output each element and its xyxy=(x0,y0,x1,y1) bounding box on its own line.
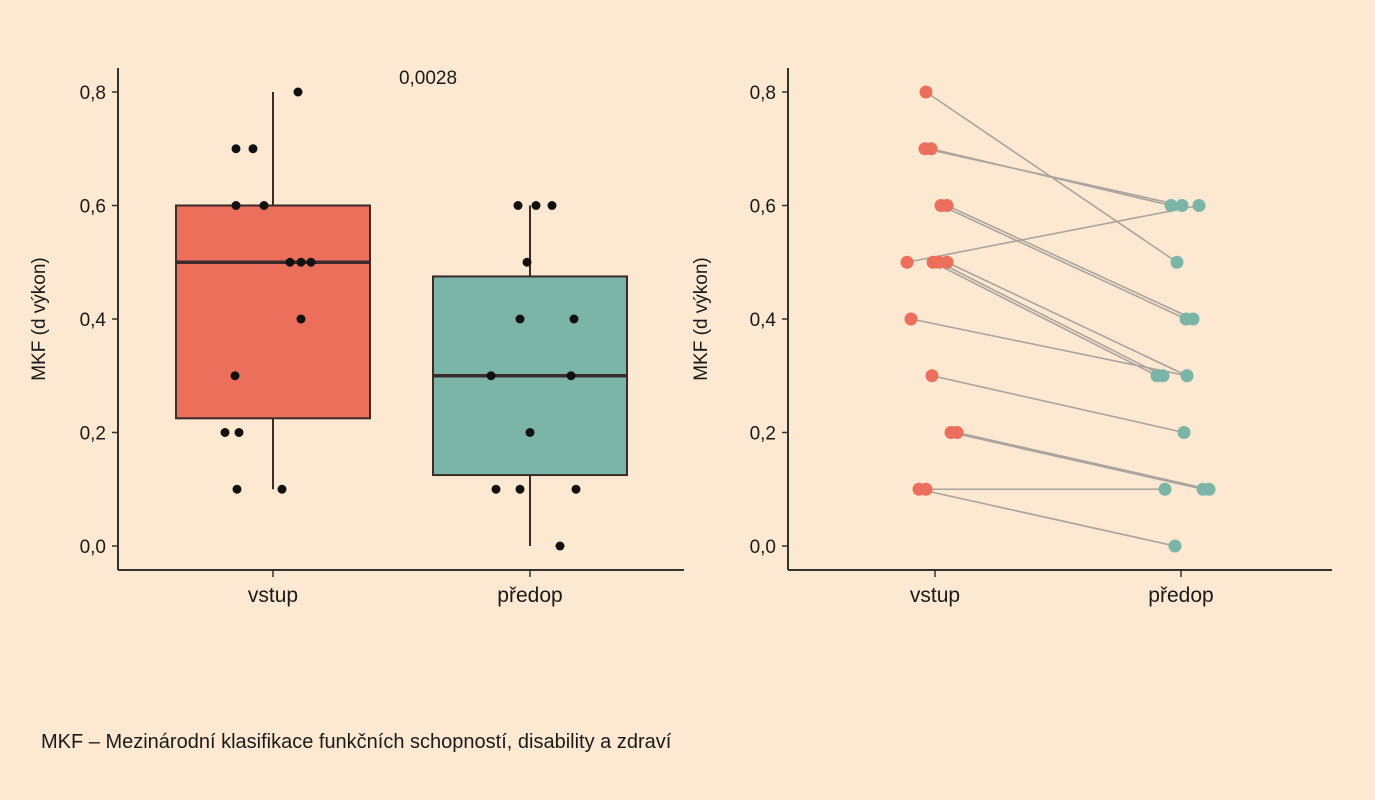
y-tick-label: 0,0 xyxy=(750,537,776,558)
x-category-label: předop xyxy=(497,584,562,607)
point-vstup xyxy=(904,312,918,326)
data-point xyxy=(296,314,306,324)
data-point xyxy=(571,484,581,494)
point-vstup xyxy=(900,255,914,269)
point-predop xyxy=(1168,539,1182,553)
point-predop xyxy=(1175,199,1189,212)
data-point xyxy=(306,257,316,267)
point-vstup xyxy=(940,255,954,269)
data-point xyxy=(296,257,306,267)
data-point xyxy=(259,201,269,210)
data-point xyxy=(248,144,258,154)
data-point xyxy=(513,201,523,210)
data-point xyxy=(491,484,501,494)
data-point xyxy=(547,201,557,210)
point-predop xyxy=(1156,369,1170,383)
pair-line xyxy=(946,261,1188,377)
point-predop xyxy=(1180,369,1194,383)
pair-line xyxy=(956,431,1210,491)
point-predop xyxy=(1186,312,1200,326)
box-vstup xyxy=(175,204,371,420)
data-point xyxy=(285,257,295,267)
y-tick-label: 0,6 xyxy=(80,197,106,218)
y-axis-title: MKF (d výkon) xyxy=(29,257,50,381)
pair-line xyxy=(930,147,1172,207)
x-category-label: předop xyxy=(1148,584,1213,607)
data-point xyxy=(555,541,565,551)
point-predop xyxy=(1192,199,1206,212)
pair-line xyxy=(938,261,1164,377)
data-point xyxy=(231,144,241,154)
data-point xyxy=(293,87,303,97)
y-tick-label: 0,2 xyxy=(80,424,106,445)
data-point xyxy=(566,371,576,381)
point-predop xyxy=(1202,482,1216,496)
point-vstup xyxy=(950,426,964,439)
pair-line xyxy=(931,374,1185,434)
paired-plot-panel: 0,0 0,2 0,4 0,6 0,8 vstup předop MKF (d výkon) xyxy=(691,68,1332,607)
x-category-label: vstup xyxy=(248,584,298,607)
y-tick-label: 0,4 xyxy=(750,310,777,331)
point-predop xyxy=(1170,255,1184,269)
pair-line xyxy=(918,488,1176,547)
data-point xyxy=(231,201,241,210)
point-vstup xyxy=(912,482,926,496)
p-value-annotation: 0,0028 xyxy=(399,68,457,89)
data-point xyxy=(230,371,240,381)
pair-line xyxy=(940,204,1187,320)
y-axis-title: MKF (d výkon) xyxy=(691,257,712,381)
point-vstup xyxy=(919,85,933,99)
point-vstup xyxy=(940,199,954,212)
pair-line xyxy=(950,431,1204,491)
point-predop xyxy=(1164,199,1178,212)
pair-line xyxy=(946,204,1194,320)
point-predop xyxy=(1177,426,1191,439)
footnote: MKF – Mezinárodní klasifikace funkčních … xyxy=(41,731,672,753)
point-vstup xyxy=(925,369,939,383)
data-point xyxy=(277,484,287,494)
pair-line xyxy=(906,204,1200,264)
y-tick-label: 0,2 xyxy=(750,424,776,445)
y-tick-label: 0,0 xyxy=(80,537,106,558)
y-tick-label: 0,4 xyxy=(80,310,107,331)
data-point xyxy=(515,484,525,494)
data-point xyxy=(232,484,242,494)
data-point xyxy=(486,371,496,381)
data-point xyxy=(569,314,579,324)
point-vstup xyxy=(924,142,938,156)
data-point xyxy=(234,428,244,437)
pair-line xyxy=(932,261,1158,377)
x-category-label: vstup xyxy=(910,584,960,607)
y-tick-label: 0,8 xyxy=(80,83,106,104)
point-predop xyxy=(1158,482,1172,496)
pair-line xyxy=(910,318,1188,377)
y-tick-label: 0,8 xyxy=(750,83,776,104)
data-point xyxy=(531,201,541,210)
data-point xyxy=(220,428,230,437)
data-point xyxy=(515,314,525,324)
y-tick-label: 0,6 xyxy=(750,197,776,218)
data-point xyxy=(522,257,532,267)
data-point xyxy=(525,428,535,437)
boxplot-panel: 0,0 0,2 0,4 0,6 0,8 vstup předop MKF (d výkon) 0… xyxy=(29,68,684,607)
